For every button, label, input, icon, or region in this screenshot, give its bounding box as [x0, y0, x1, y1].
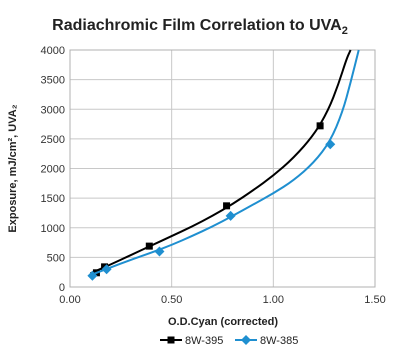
y-tick-label: 4000 — [41, 45, 65, 57]
series-line — [89, 49, 352, 275]
x-tick-label: 1.00 — [263, 294, 284, 306]
series-8W-385 — [87, 49, 360, 281]
grid — [69, 49, 376, 288]
y-tick-label: 2500 — [41, 134, 65, 146]
y-tick-labels: 0 500 1000 1500 2000 2500 3000 3500 4000 — [41, 45, 65, 294]
chart-title: Radiachromic Film Correlation to UVA2 — [52, 17, 348, 37]
data-point-square — [145, 242, 153, 250]
data-point-diamond — [154, 246, 165, 257]
y-tick-label: 3000 — [41, 104, 65, 116]
y-tick-label: 2000 — [41, 164, 65, 176]
y-tick-label: 3500 — [41, 75, 65, 87]
data-point-diamond — [225, 210, 236, 221]
y-axis-title: Exposure, mJ/cm², UVA₂ — [7, 104, 19, 232]
legend-item: 8W-385 — [235, 335, 298, 347]
legend-marker-square — [167, 336, 175, 344]
data-point-square — [223, 202, 231, 210]
legend-label: 8W-395 — [185, 335, 223, 347]
x-tick-label: 0.00 — [59, 294, 80, 306]
plot-frame — [69, 49, 376, 288]
y-tick-label: 0 — [59, 282, 65, 294]
x-tick-label: 1.50 — [364, 294, 385, 306]
y-tick-label: 1000 — [41, 223, 65, 235]
legend-marker-diamond — [241, 335, 251, 345]
data-point-diamond — [325, 139, 336, 150]
legend-item: 8W-395 — [160, 335, 223, 347]
x-tick-label: 0.50 — [161, 294, 182, 306]
x-axis-title: O.D.Cyan (corrected) — [168, 316, 278, 328]
legend-label: 8W-385 — [260, 335, 298, 347]
legend: 8W-395 8W-385 — [160, 335, 298, 347]
data-point-square — [316, 122, 324, 130]
data-point-diamond — [101, 264, 112, 275]
y-tick-label: 500 — [47, 252, 65, 264]
series-group — [87, 49, 360, 281]
x-tick-labels: 0.00 0.50 1.00 1.50 — [59, 294, 385, 306]
y-tick-label: 1500 — [41, 193, 65, 205]
data-point-diamond — [87, 270, 98, 281]
